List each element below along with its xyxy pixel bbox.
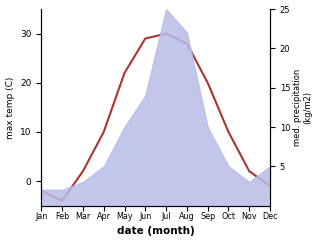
X-axis label: date (month): date (month) [117,227,195,236]
Y-axis label: max temp (C): max temp (C) [5,76,15,138]
Y-axis label: med. precipitation
(kg/m2): med. precipitation (kg/m2) [293,69,313,146]
